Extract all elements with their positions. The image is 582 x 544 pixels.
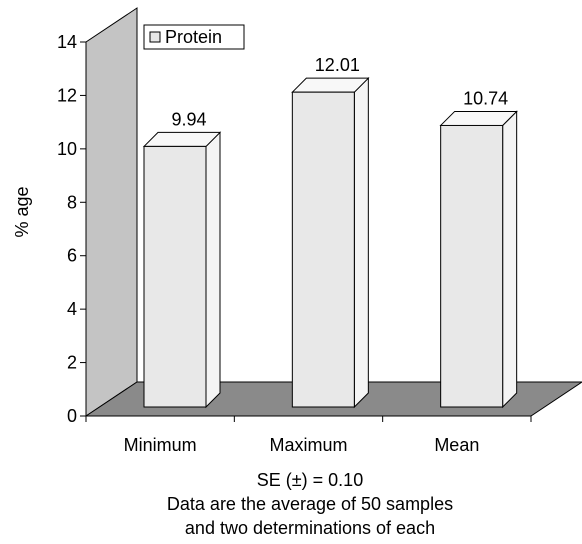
footnote-samples: Data are the average of 50 samples [167,494,453,514]
y-tick-label: 0 [67,406,77,426]
legend-swatch [149,31,161,43]
chart-back-wall [85,7,138,417]
bar: 12.01 [291,55,370,409]
x-tick-label: Minimum [124,435,197,455]
bar-side [502,110,518,409]
y-axis-label: % age [12,186,32,237]
bar-top [439,110,518,126]
legend: Protein [143,24,245,50]
bar-front [143,145,207,408]
bar-data-label: 12.01 [315,55,360,75]
footnotes: SE (±) = 0.10 Data are the average of 50… [167,470,453,538]
y-tick-label: 4 [67,299,77,319]
bar-side [353,76,369,409]
bar-top [291,77,370,93]
footnote-se: SE (±) = 0.10 [257,470,363,490]
bar-front [440,124,504,408]
bar-data-label: 10.74 [463,88,508,108]
bars: 9.94 12.01 10.74 [142,55,518,409]
y-tick-label: 2 [67,353,77,373]
footnote-determinations: and two determinations of each [185,518,435,538]
y-axis: % age [12,42,87,416]
y-tick-label: 8 [67,192,77,212]
y-tick-label: 12 [57,85,77,105]
y-tick-label: 6 [67,246,77,266]
y-tick-label: 10 [57,139,77,159]
bar-data-label: 9.94 [171,109,206,129]
x-tick-label: Maximum [269,435,347,455]
y-ticks: 0 2 4 6 8 10 12 14 [57,32,86,426]
bar-top [142,131,222,147]
x-tick-label: Mean [434,435,479,455]
legend-frame [143,24,245,50]
legend-label-protein: Protein [165,27,222,47]
bar-front [291,91,355,408]
bar: 10.74 [439,88,518,409]
bar: 9.94 [142,109,222,409]
bar-side [205,131,221,409]
y-tick-label: 14 [57,32,77,52]
x-ticks: Minimum Maximum Mean [85,416,532,455]
